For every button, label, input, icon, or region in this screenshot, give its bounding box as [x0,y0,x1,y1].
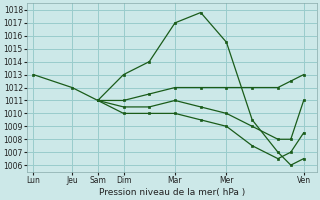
X-axis label: Pression niveau de la mer( hPa ): Pression niveau de la mer( hPa ) [99,188,245,197]
